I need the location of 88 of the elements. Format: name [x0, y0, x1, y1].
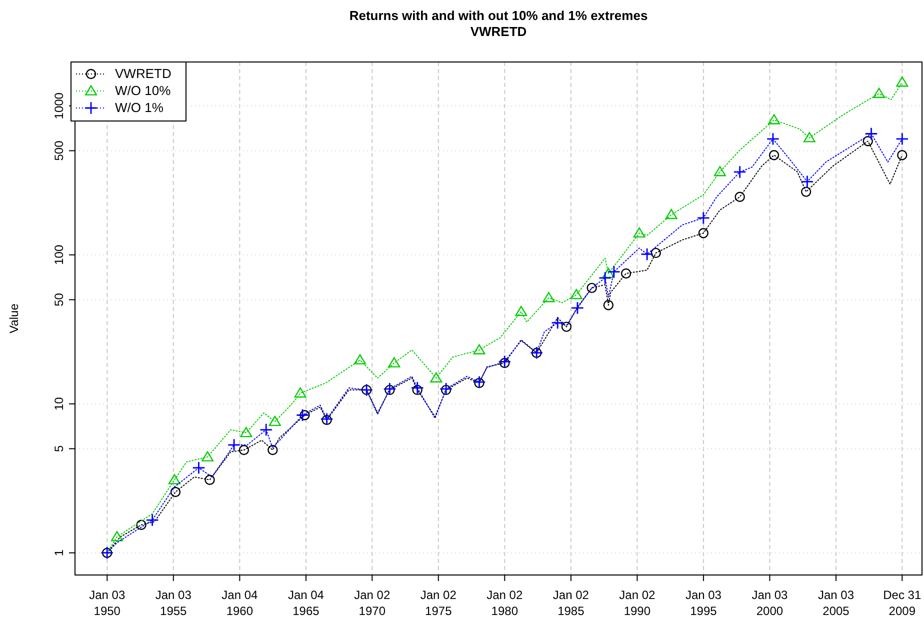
point	[410, 381, 424, 394]
point	[412, 384, 422, 396]
point	[296, 408, 310, 422]
point	[146, 513, 159, 527]
point	[714, 166, 726, 176]
point	[698, 228, 708, 238]
chart-title: Returns with and with out 10% and 1% extremes	[349, 8, 648, 23]
chart-subtitle: VWRETD	[470, 24, 527, 39]
point	[500, 358, 510, 368]
x-tick-label: Jan 03 2000	[752, 588, 788, 618]
point	[383, 382, 396, 396]
point	[803, 132, 816, 142]
point	[473, 344, 486, 354]
legend-label: W/O 1%	[115, 100, 164, 115]
point	[202, 451, 214, 462]
point	[603, 300, 614, 310]
point	[602, 268, 614, 278]
point	[136, 520, 146, 530]
point	[561, 322, 572, 332]
point	[294, 387, 306, 398]
point	[800, 186, 812, 197]
point	[300, 410, 310, 420]
point	[268, 444, 278, 456]
point	[586, 282, 597, 294]
point	[768, 150, 780, 160]
point	[570, 288, 582, 300]
x-tick-label: Jan 02 1985	[552, 588, 590, 618]
point	[734, 192, 745, 202]
point	[598, 271, 612, 284]
point	[864, 127, 878, 140]
point	[640, 248, 654, 261]
legend-label: VWRETD	[115, 66, 172, 81]
point	[800, 175, 814, 188]
point	[766, 132, 780, 146]
point	[240, 426, 252, 438]
point	[551, 316, 564, 330]
point	[238, 444, 250, 456]
point	[170, 486, 181, 498]
point	[168, 474, 180, 484]
y-tick-label: 100	[52, 244, 66, 265]
point	[388, 357, 400, 368]
y-tick-label: 500	[52, 140, 66, 161]
y-tick-label: 5	[52, 445, 66, 452]
point	[354, 354, 366, 364]
x-tick-label: Jan 02 1975	[420, 588, 457, 618]
y-tick-label: 1000	[52, 92, 66, 120]
point	[733, 165, 746, 179]
x-tick-label: Jan 03 2005	[818, 588, 854, 618]
point	[862, 136, 874, 146]
x-tick-label: Jan 02 1990	[619, 588, 656, 618]
point	[227, 438, 241, 452]
point	[897, 150, 908, 160]
point	[768, 114, 780, 124]
point	[440, 384, 452, 396]
point	[542, 292, 555, 302]
x-tick-label: Jan 02 1980	[486, 588, 523, 618]
x-tick-label: Dec 31 2009	[883, 588, 922, 618]
y-axis-title: Value	[7, 303, 21, 334]
x-tick-label: Jan 02 1970	[354, 588, 390, 618]
point	[430, 372, 442, 382]
point	[384, 384, 395, 396]
point	[620, 268, 632, 279]
point	[192, 461, 206, 474]
y-tick-label: 50	[52, 292, 66, 306]
y-tick-label: 10	[52, 396, 66, 411]
x-tick-label: Jan 04 1965	[288, 588, 324, 618]
point	[204, 474, 215, 485]
x-tick-label: Jan 03 1950	[89, 588, 126, 618]
y-tick-label: 1	[52, 549, 66, 556]
point	[650, 248, 661, 258]
point	[268, 416, 281, 426]
point	[570, 301, 584, 315]
point	[896, 76, 908, 87]
point	[498, 355, 512, 368]
point	[260, 423, 273, 436]
point	[110, 531, 123, 542]
legend-label: W/O 10%	[115, 83, 172, 98]
point	[665, 208, 678, 220]
x-tick-label: Jan 04 1960	[222, 588, 258, 618]
x-tick-label: Jan 03 1995	[685, 588, 722, 618]
point	[515, 306, 528, 316]
point	[696, 211, 710, 224]
point	[440, 382, 453, 396]
point	[607, 265, 620, 278]
x-tick-label: Jan 03 1955	[155, 588, 192, 618]
point	[633, 227, 646, 238]
point	[896, 132, 909, 146]
point	[872, 88, 885, 98]
